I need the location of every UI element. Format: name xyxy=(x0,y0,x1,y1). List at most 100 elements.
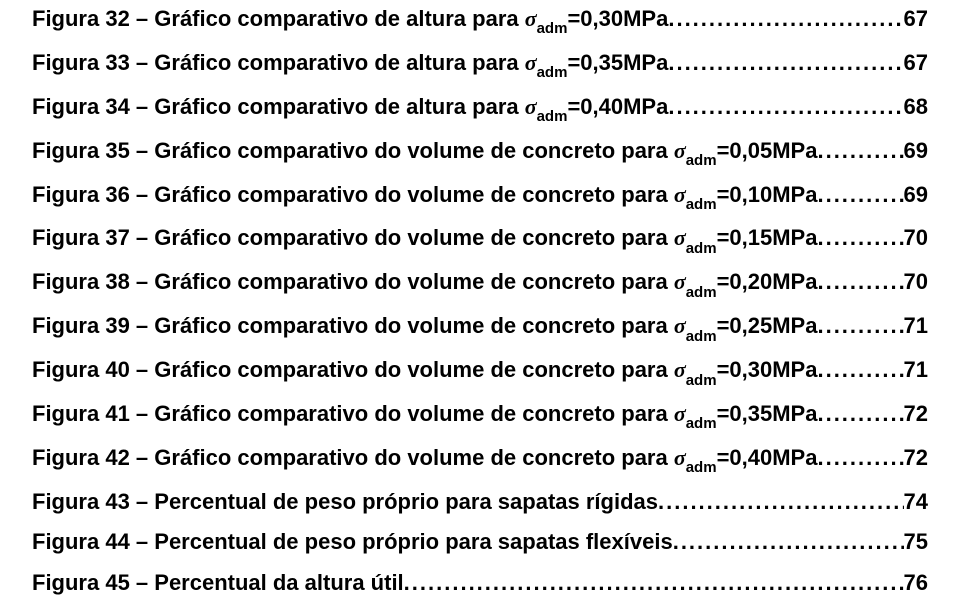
toc-page-number: 70 xyxy=(904,225,928,251)
toc-label: Figura 33 – Gráfico comparativo de altur… xyxy=(32,50,674,79)
toc-entry: Figura 34 – Gráfico comparativo de altur… xyxy=(32,94,928,123)
toc-label-suffix: =0,20MPa. xyxy=(717,269,824,294)
sigma-subscript: adm xyxy=(686,152,717,169)
toc-label-suffix: =0,30MPa. xyxy=(717,357,824,382)
toc-label-suffix: =0,25MPa. xyxy=(717,313,824,338)
sigma-symbol: σ xyxy=(674,225,686,250)
toc-page-number: 67 xyxy=(904,6,928,32)
toc-label-prefix: Figura 36 – Gráfico comparativo do volum… xyxy=(32,182,674,207)
toc-label-suffix: =0,35MPa. xyxy=(717,401,824,426)
toc-leader-dots xyxy=(824,269,904,295)
toc-leader-dots xyxy=(410,570,904,596)
sigma-symbol: σ xyxy=(525,6,537,31)
sigma-symbol: σ xyxy=(674,269,686,294)
toc-page-number: 74 xyxy=(904,489,928,515)
toc-entry: Figura 35 – Gráfico comparativo do volum… xyxy=(32,138,928,167)
toc-label-prefix: Figura 33 – Gráfico comparativo de altur… xyxy=(32,50,525,75)
sigma-symbol: σ xyxy=(674,182,686,207)
toc-entry: Figura 36 – Gráfico comparativo do volum… xyxy=(32,182,928,211)
toc-label-suffix: =0,05MPa. xyxy=(717,138,824,163)
toc-label-prefix: Figura 41 – Gráfico comparativo do volum… xyxy=(32,401,674,426)
toc-page-number: 72 xyxy=(904,445,928,471)
toc-label-suffix: =0,15MPa. xyxy=(717,225,824,250)
toc-label-suffix: =0,35MPa. xyxy=(567,50,674,75)
toc-entry: Figura 40 – Gráfico comparativo do volum… xyxy=(32,357,928,386)
toc-label-prefix: Figura 45 – Percentual da altura útil. xyxy=(32,570,410,595)
sigma-symbol: σ xyxy=(674,401,686,426)
toc-leader-dots xyxy=(824,357,904,383)
toc-leader-dots xyxy=(674,6,903,32)
sigma-subscript: adm xyxy=(686,328,717,345)
toc-page-number: 67 xyxy=(904,50,928,76)
sigma-subscript: adm xyxy=(537,64,568,81)
toc-entry: Figura 44 – Percentual de peso próprio p… xyxy=(32,529,928,555)
sigma-subscript: adm xyxy=(686,415,717,432)
toc-label-suffix: =0,40MPa. xyxy=(717,445,824,470)
toc-label-suffix: =0,30MPa. xyxy=(567,6,674,31)
toc-label-prefix: Figura 42 – Gráfico comparativo do volum… xyxy=(32,445,674,470)
toc-label: Figura 43 – Percentual de peso próprio p… xyxy=(32,489,664,515)
toc-entry: Figura 45 – Percentual da altura útil. 76 xyxy=(32,570,928,596)
toc-entry: Figura 37 – Gráfico comparativo do volum… xyxy=(32,225,928,254)
toc-label-prefix: Figura 39 – Gráfico comparativo do volum… xyxy=(32,313,674,338)
toc-label: Figura 45 – Percentual da altura útil. xyxy=(32,570,410,596)
toc-label: Figura 40 – Gráfico comparativo do volum… xyxy=(32,357,824,386)
toc-leader-dots xyxy=(824,182,904,208)
toc-page-number: 76 xyxy=(904,570,928,596)
toc-page-number: 71 xyxy=(904,313,928,339)
toc-label-prefix: Figura 38 – Gráfico comparativo do volum… xyxy=(32,269,674,294)
sigma-subscript: adm xyxy=(537,108,568,125)
toc-label-suffix: =0,40MPa. xyxy=(567,94,674,119)
toc-label: Figura 36 – Gráfico comparativo do volum… xyxy=(32,182,824,211)
toc-leader-dots xyxy=(674,94,903,120)
sigma-symbol: σ xyxy=(674,138,686,163)
toc-entry: Figura 32 – Gráfico comparativo de altur… xyxy=(32,6,928,35)
toc-label: Figura 38 – Gráfico comparativo do volum… xyxy=(32,269,824,298)
toc-leader-dots xyxy=(824,225,904,251)
sigma-symbol: σ xyxy=(525,94,537,119)
toc-page-number: 68 xyxy=(904,94,928,120)
toc-page-number: 72 xyxy=(904,401,928,427)
toc-page-number: 69 xyxy=(904,182,928,208)
toc-page-number: 75 xyxy=(904,529,928,555)
toc-leader-dots xyxy=(824,138,904,164)
toc-leader-dots xyxy=(824,445,904,471)
toc-leader-dots xyxy=(664,489,903,515)
toc-leader-dots xyxy=(679,529,904,555)
toc-entry: Figura 42 – Gráfico comparativo do volum… xyxy=(32,445,928,474)
toc-label-prefix: Figura 32 – Gráfico comparativo de altur… xyxy=(32,6,525,31)
sigma-symbol: σ xyxy=(674,445,686,470)
toc-page-number: 70 xyxy=(904,269,928,295)
sigma-subscript: adm xyxy=(686,284,717,301)
toc-page: Figura 32 – Gráfico comparativo de altur… xyxy=(0,0,960,604)
toc-label: Figura 37 – Gráfico comparativo do volum… xyxy=(32,225,824,254)
toc-entry: Figura 38 – Gráfico comparativo do volum… xyxy=(32,269,928,298)
toc-label-prefix: Figura 40 – Gráfico comparativo do volum… xyxy=(32,357,674,382)
sigma-symbol: σ xyxy=(674,357,686,382)
toc-label: Figura 44 – Percentual de peso próprio p… xyxy=(32,529,679,555)
sigma-subscript: adm xyxy=(686,240,717,257)
toc-label-prefix: Figura 44 – Percentual de peso próprio p… xyxy=(32,529,679,554)
sigma-symbol: σ xyxy=(525,50,537,75)
toc-label: Figura 32 – Gráfico comparativo de altur… xyxy=(32,6,674,35)
toc-entry: Figura 43 – Percentual de peso próprio p… xyxy=(32,489,928,515)
toc-entry: Figura 33 – Gráfico comparativo de altur… xyxy=(32,50,928,79)
sigma-symbol: σ xyxy=(674,313,686,338)
toc-leader-dots xyxy=(674,50,903,76)
sigma-subscript: adm xyxy=(686,196,717,213)
toc-page-number: 71 xyxy=(904,357,928,383)
toc-leader-dots xyxy=(824,313,904,339)
toc-page-number: 69 xyxy=(904,138,928,164)
sigma-subscript: adm xyxy=(537,20,568,37)
toc-label-prefix: Figura 37 – Gráfico comparativo do volum… xyxy=(32,225,674,250)
toc-label-suffix: =0,10MPa. xyxy=(717,182,824,207)
sigma-subscript: adm xyxy=(686,459,717,476)
toc-entry: Figura 41 – Gráfico comparativo do volum… xyxy=(32,401,928,430)
toc-label: Figura 41 – Gráfico comparativo do volum… xyxy=(32,401,824,430)
toc-label-prefix: Figura 34 – Gráfico comparativo de altur… xyxy=(32,94,525,119)
toc-label: Figura 42 – Gráfico comparativo do volum… xyxy=(32,445,824,474)
toc-label: Figura 35 – Gráfico comparativo do volum… xyxy=(32,138,824,167)
toc-label: Figura 39 – Gráfico comparativo do volum… xyxy=(32,313,824,342)
toc-label: Figura 34 – Gráfico comparativo de altur… xyxy=(32,94,674,123)
toc-leader-dots xyxy=(824,401,904,427)
